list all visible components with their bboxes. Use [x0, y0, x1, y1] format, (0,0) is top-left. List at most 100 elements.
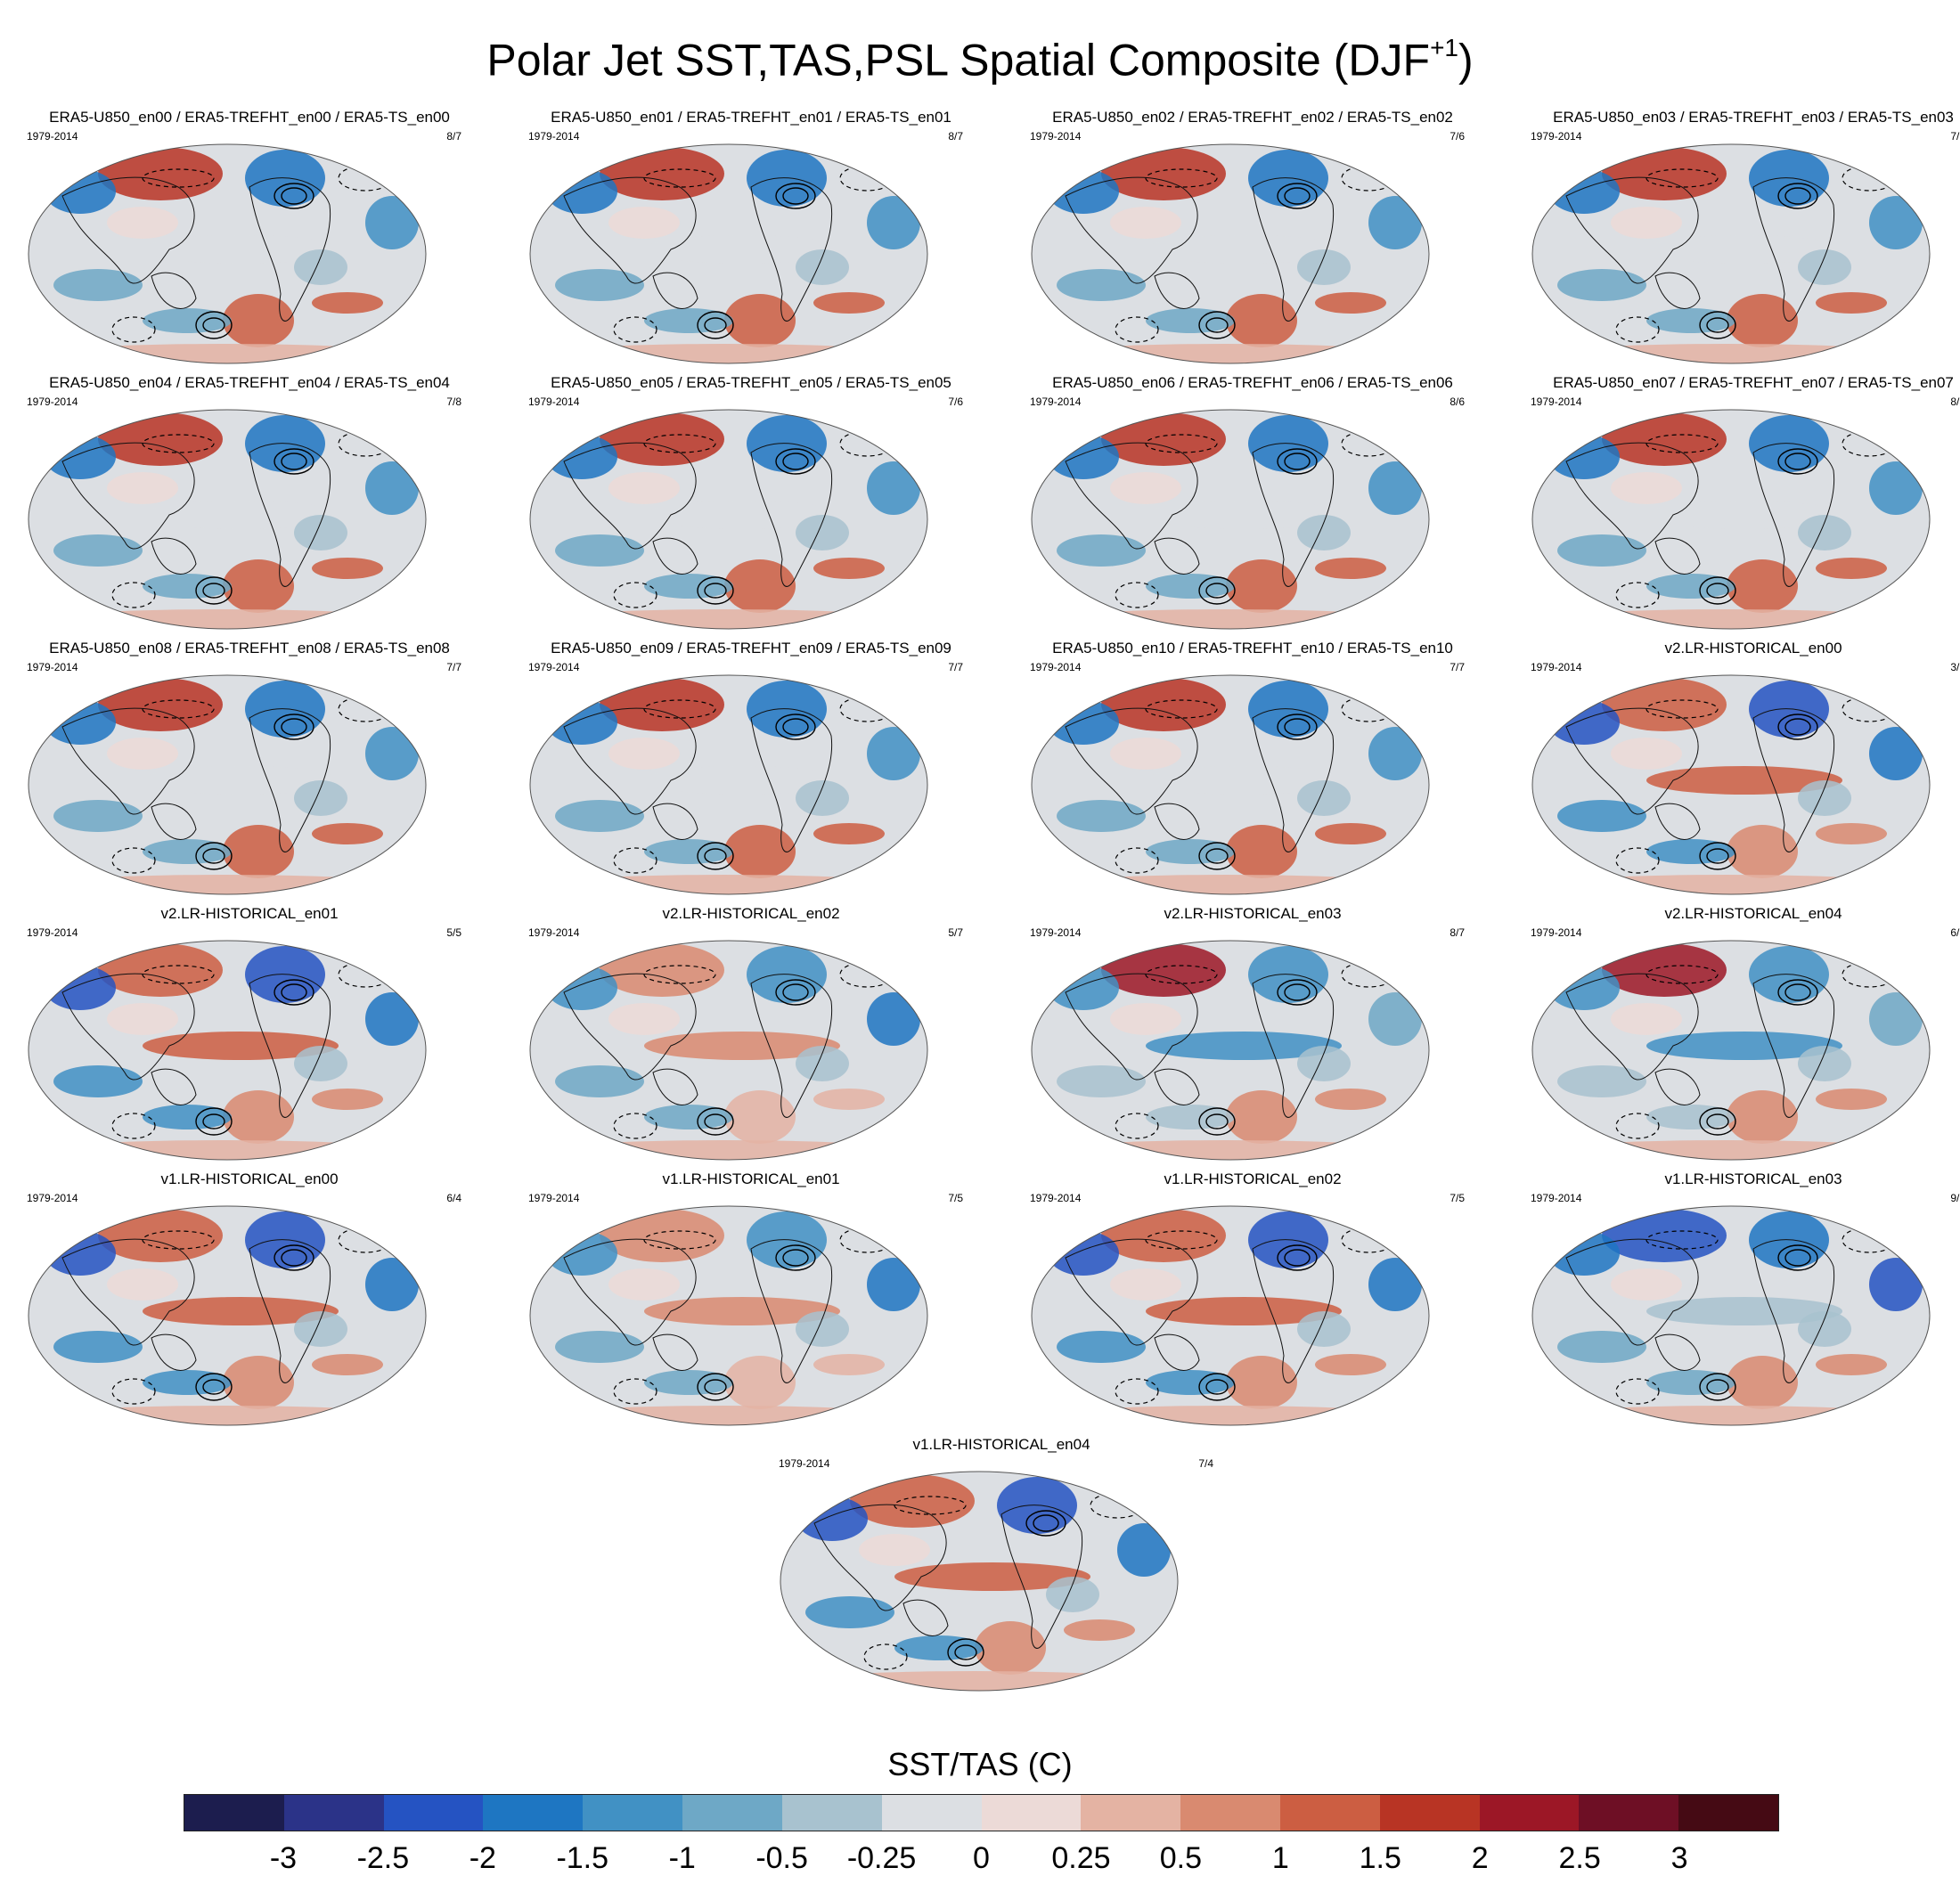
global-map — [529, 143, 928, 364]
panel-period: 1979-2014 — [1531, 661, 1582, 673]
panel-title: v2.LR-HISTORICAL_en02 — [662, 905, 840, 922]
map-panel: v1.LR-HISTORICAL_en04 1979-2014 7/4 — [752, 1436, 1251, 1701]
colorbar-segment — [483, 1795, 584, 1831]
panel-title: v2.LR-HISTORICAL_en04 — [1664, 905, 1842, 922]
panel-title: v1.LR-HISTORICAL_en03 — [1664, 1170, 1842, 1187]
map-panel: ERA5-U850_en10 / ERA5-TREFHT_en10 / ERA5… — [1003, 640, 1502, 905]
panel-period: 1979-2014 — [1030, 661, 1082, 673]
map-panel: ERA5-U850_en05 / ERA5-TREFHT_en05 / ERA5… — [502, 374, 1000, 640]
panel-count: 8/7 — [446, 130, 461, 143]
panel-period: 1979-2014 — [27, 661, 78, 673]
global-map — [1531, 1205, 1931, 1426]
global-map — [1031, 1205, 1430, 1426]
colorbar-segment — [981, 1795, 1082, 1831]
map-panel: ERA5-U850_en03 / ERA5-TREFHT_en03 / ERA5… — [1504, 109, 1960, 374]
colorbar-segment — [1180, 1795, 1280, 1831]
map-panel: v2.LR-HISTORICAL_en01 1979-2014 5/5 — [0, 905, 499, 1170]
map-panel: ERA5-U850_en02 / ERA5-TREFHT_en02 / ERA5… — [1003, 109, 1502, 374]
page-title-suffix: ) — [1458, 35, 1474, 86]
panel-count: 7/7 — [948, 661, 963, 673]
panel-title: ERA5-U850_en09 / ERA5-TREFHT_en09 / ERA5… — [551, 640, 951, 656]
panel-period: 1979-2014 — [27, 130, 78, 143]
panel-title: v1.LR-HISTORICAL_en00 — [160, 1170, 339, 1187]
colorbar-segment — [1579, 1795, 1679, 1831]
colorbar-tick-label: -1 — [668, 1841, 696, 1875]
map-panel: ERA5-U850_en01 / ERA5-TREFHT_en01 / ERA5… — [502, 109, 1000, 374]
global-map — [1031, 940, 1430, 1161]
colorbar-tick-label: 3 — [1670, 1841, 1688, 1875]
panel-count: 6/4 — [446, 1192, 461, 1204]
global-map — [28, 143, 427, 364]
global-map — [1531, 143, 1931, 364]
map-panel: v1.LR-HISTORICAL_en02 1979-2014 7/5 — [1003, 1170, 1502, 1436]
colorbar-tick-label: -2 — [469, 1841, 496, 1875]
panel-title: v2.LR-HISTORICAL_en00 — [1664, 640, 1842, 656]
global-map — [28, 940, 427, 1161]
panel-count: 7/4 — [1198, 1457, 1213, 1470]
page-title-superscript: +1 — [1430, 34, 1458, 61]
panel-title: ERA5-U850_en05 / ERA5-TREFHT_en05 / ERA5… — [551, 374, 951, 391]
panel-count: 7/8 — [446, 396, 461, 408]
global-map — [529, 940, 928, 1161]
map-panel: ERA5-U850_en00 / ERA5-TREFHT_en00 / ERA5… — [0, 109, 499, 374]
panel-count: 7/7 — [1950, 130, 1960, 143]
panel-count: 8/7 — [1450, 926, 1465, 939]
panel-period: 1979-2014 — [1531, 130, 1582, 143]
panel-title: ERA5-U850_en00 / ERA5-TREFHT_en00 / ERA5… — [49, 109, 450, 126]
panel-count: 5/7 — [948, 926, 963, 939]
map-panel: v1.LR-HISTORICAL_en00 1979-2014 6/4 — [0, 1170, 499, 1436]
colorbar-tick-label: 0 — [973, 1841, 990, 1875]
panel-period: 1979-2014 — [1030, 396, 1082, 408]
global-map — [1031, 674, 1430, 895]
global-map — [529, 409, 928, 630]
map-panel: v1.LR-HISTORICAL_en01 1979-2014 7/5 — [502, 1170, 1000, 1436]
map-panel: v2.LR-HISTORICAL_en00 1979-2014 3/5 — [1504, 640, 1960, 905]
panel-count: 6/8 — [1950, 926, 1960, 939]
colorbar-tick-label: -1.5 — [556, 1841, 609, 1875]
panel-period: 1979-2014 — [779, 1457, 830, 1470]
panel-period: 1979-2014 — [528, 926, 580, 939]
panel-period: 1979-2014 — [528, 661, 580, 673]
global-map — [529, 1205, 928, 1426]
map-panel: ERA5-U850_en09 / ERA5-TREFHT_en09 / ERA5… — [502, 640, 1000, 905]
colorbar-segment — [682, 1795, 782, 1831]
panel-title: v1.LR-HISTORICAL_en01 — [662, 1170, 840, 1187]
panel-period: 1979-2014 — [27, 926, 78, 939]
colorbar-segment — [1279, 1795, 1380, 1831]
colorbar-tick-label: -0.25 — [846, 1841, 917, 1875]
panel-title: ERA5-U850_en10 / ERA5-TREFHT_en10 / ERA5… — [1052, 640, 1453, 656]
colorbar-segment — [383, 1795, 484, 1831]
panel-count: 7/7 — [1450, 661, 1465, 673]
global-map — [1031, 143, 1430, 364]
colorbar-segment — [1678, 1795, 1778, 1831]
map-panel: v2.LR-HISTORICAL_en02 1979-2014 5/7 — [502, 905, 1000, 1170]
map-panel: v1.LR-HISTORICAL_en03 1979-2014 9/5 — [1504, 1170, 1960, 1436]
panel-count: 7/5 — [948, 1192, 963, 1204]
panel-title: ERA5-U850_en04 / ERA5-TREFHT_en04 / ERA5… — [49, 374, 450, 391]
global-map — [28, 409, 427, 630]
panel-period: 1979-2014 — [1030, 926, 1082, 939]
global-map — [780, 1471, 1179, 1692]
colorbar-tick-label: 1.5 — [1359, 1841, 1401, 1875]
colorbar-tick-label: 0.25 — [1051, 1841, 1111, 1875]
colorbar-segment — [1379, 1795, 1480, 1831]
colorbar-tick-label: 2.5 — [1558, 1841, 1601, 1875]
panel-title: ERA5-U850_en03 / ERA5-TREFHT_en03 / ERA5… — [1553, 109, 1954, 126]
colorbar-segment — [881, 1795, 982, 1831]
colorbar-title: SST/TAS (C) — [887, 1746, 1073, 1782]
panel-count: 5/5 — [446, 926, 461, 939]
panel-title: ERA5-U850_en01 / ERA5-TREFHT_en01 / ERA5… — [551, 109, 951, 126]
colorbar-segment — [1081, 1795, 1181, 1831]
colorbar — [184, 1794, 1779, 1831]
global-map — [28, 674, 427, 895]
panel-title: v2.LR-HISTORICAL_en03 — [1164, 905, 1342, 922]
colorbar-segment — [283, 1795, 384, 1831]
colorbar-segment — [781, 1795, 882, 1831]
colorbar-segment — [1479, 1795, 1580, 1831]
map-panel: ERA5-U850_en06 / ERA5-TREFHT_en06 / ERA5… — [1003, 374, 1502, 640]
panel-count: 7/5 — [1450, 1192, 1465, 1204]
panel-period: 1979-2014 — [1030, 1192, 1082, 1204]
map-panel: v2.LR-HISTORICAL_en04 1979-2014 6/8 — [1504, 905, 1960, 1170]
panel-title: ERA5-U850_en08 / ERA5-TREFHT_en08 / ERA5… — [49, 640, 450, 656]
panel-period: 1979-2014 — [1531, 926, 1582, 939]
